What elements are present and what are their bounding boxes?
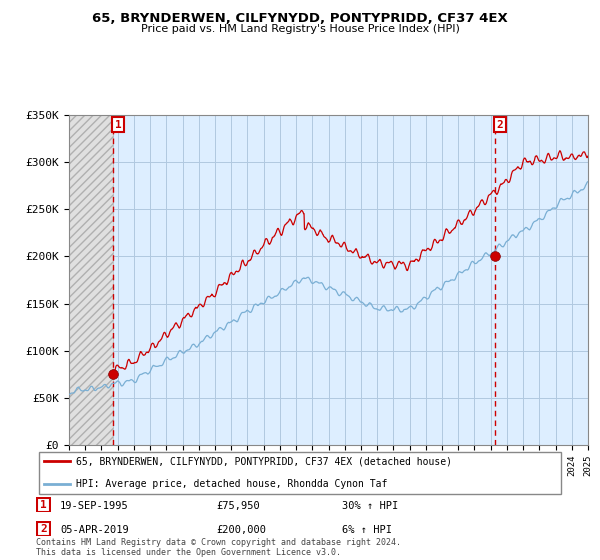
Text: 2: 2 bbox=[40, 524, 47, 534]
Text: 1: 1 bbox=[115, 119, 121, 129]
Text: 2: 2 bbox=[497, 119, 503, 129]
Text: £200,000: £200,000 bbox=[216, 525, 266, 535]
Text: 65, BRYNDERWEN, CILFYNYDD, PONTYPRIDD, CF37 4EX (detached house): 65, BRYNDERWEN, CILFYNYDD, PONTYPRIDD, C… bbox=[76, 456, 452, 466]
Text: Price paid vs. HM Land Registry's House Price Index (HPI): Price paid vs. HM Land Registry's House … bbox=[140, 24, 460, 34]
Text: Contains HM Land Registry data © Crown copyright and database right 2024.
This d: Contains HM Land Registry data © Crown c… bbox=[36, 538, 401, 557]
Text: £75,950: £75,950 bbox=[216, 501, 260, 511]
Bar bbox=[69, 115, 113, 445]
Text: 19-SEP-1995: 19-SEP-1995 bbox=[60, 501, 129, 511]
FancyBboxPatch shape bbox=[37, 497, 50, 512]
Text: 1: 1 bbox=[40, 500, 47, 510]
FancyBboxPatch shape bbox=[37, 521, 50, 536]
Text: 05-APR-2019: 05-APR-2019 bbox=[60, 525, 129, 535]
Text: 30% ↑ HPI: 30% ↑ HPI bbox=[342, 501, 398, 511]
Text: 65, BRYNDERWEN, CILFYNYDD, PONTYPRIDD, CF37 4EX: 65, BRYNDERWEN, CILFYNYDD, PONTYPRIDD, C… bbox=[92, 12, 508, 25]
Text: HPI: Average price, detached house, Rhondda Cynon Taf: HPI: Average price, detached house, Rhon… bbox=[76, 479, 387, 489]
Text: 6% ↑ HPI: 6% ↑ HPI bbox=[342, 525, 392, 535]
FancyBboxPatch shape bbox=[38, 451, 562, 494]
